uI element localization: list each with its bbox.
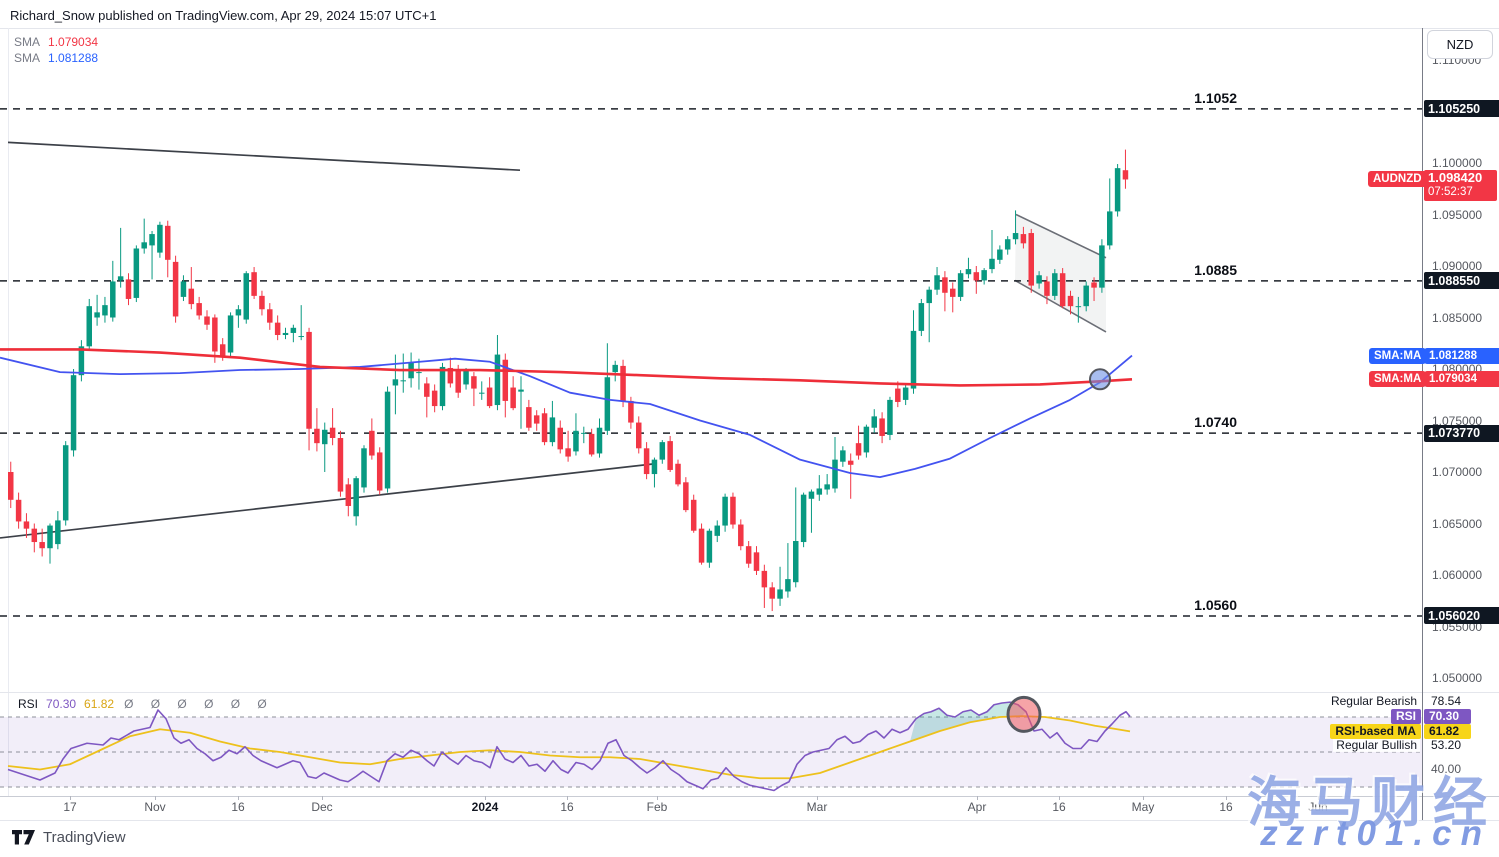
- price-axis-tick: 1.050000: [1432, 671, 1483, 685]
- attribution-text: Richard_Snow published on TradingView.co…: [10, 8, 437, 23]
- time-axis-label: Apr: [967, 800, 987, 814]
- price-axis-tick: 1.085000: [1432, 310, 1483, 325]
- rsi-axis-value: 78.54: [1431, 694, 1462, 709]
- time-axis-tickmark: [567, 796, 568, 800]
- time-axis-label: 16: [1052, 800, 1066, 814]
- watermark-url: zzrt01.cn: [1260, 814, 1491, 853]
- time-axis-tickmark: [1143, 796, 1144, 800]
- time-axis-label: Dec: [311, 800, 333, 814]
- time-axis-tickmark: [322, 796, 323, 800]
- time-axis-tickmark: [485, 796, 486, 800]
- rsi-axis-value: 53.20: [1431, 738, 1462, 753]
- time-axis-label: 16: [231, 800, 245, 814]
- pane-divider[interactable]: [0, 692, 1499, 693]
- rsi-axis-value: 40.00: [1431, 761, 1462, 776]
- sma-legend-row-fast[interactable]: SMA 1.079034: [14, 34, 98, 50]
- sma-fast-value: 1.079034: [48, 35, 99, 49]
- rsi-empty-values: Ø Ø Ø Ø Ø Ø: [124, 697, 274, 711]
- time-axis-label: Mar: [806, 800, 828, 814]
- price-axis-tick: 1.090000: [1432, 259, 1483, 273]
- tradingview-logo-text: TradingView: [43, 829, 126, 846]
- pane-left-border: [8, 28, 9, 796]
- last-price: 1.098420: [1428, 170, 1483, 186]
- rsi-ma-badge-value: 61.82: [1424, 723, 1471, 739]
- rsi-legend[interactable]: RSI 70.30 61.82 Ø Ø Ø Ø Ø Ø: [18, 697, 274, 711]
- rsi-value: 70.30: [46, 697, 77, 711]
- divergence-label: Regular Bearish: [1327, 694, 1420, 709]
- header-divider: [0, 28, 1499, 29]
- tradingview-logo[interactable]: TradingView: [12, 829, 126, 846]
- sma-label: SMA: [14, 51, 41, 65]
- symbol-badge: AUDNZD: [1368, 171, 1427, 188]
- price-axis-tick: 1.100000: [1432, 156, 1483, 170]
- last-price-badge: 1.098420 07:52:37: [1424, 170, 1497, 202]
- sma-slow-axis-value: 1.081288: [1424, 347, 1499, 364]
- time-axis-tickmark: [1318, 796, 1319, 800]
- rsi-ma-badge-label: RSI-based MA: [1330, 723, 1421, 739]
- rsi-badge-value: 70.30: [1424, 708, 1471, 724]
- sma-fast-axis-label: SMA:MA: [1369, 370, 1427, 387]
- sma-slow-axis-label: SMA:MA: [1369, 347, 1427, 364]
- watermark-cn: 海马财经: [1247, 773, 1495, 833]
- price-axis-tick: 1.095000: [1432, 207, 1483, 222]
- time-axis-label: 16: [560, 800, 574, 814]
- xaxis-divider: [0, 796, 1499, 797]
- sma-legend-row-slow[interactable]: SMA 1.081288: [14, 50, 98, 66]
- level-chart-label: 1.0740: [1194, 414, 1237, 431]
- currency-button[interactable]: NZD: [1427, 30, 1493, 59]
- time-axis-tickmark: [238, 796, 239, 800]
- time-axis-label: 16: [1219, 800, 1233, 814]
- level-price-badge: 1.088550: [1424, 272, 1499, 290]
- rsi-ma-value: 61.82: [84, 697, 115, 711]
- bar-countdown: 07:52:37: [1428, 186, 1473, 199]
- level-chart-label: 1.0885: [1194, 261, 1237, 278]
- time-axis-tickmark: [817, 796, 818, 800]
- level-price-badge: 1.056020: [1424, 607, 1499, 625]
- level-price-badge: 1.105250: [1424, 100, 1499, 118]
- tradingview-logo-icon: [12, 830, 35, 845]
- price-axis-tick: 1.065000: [1432, 516, 1483, 531]
- footer-divider: [0, 820, 1499, 821]
- divergence-label: Regular Bullish: [1333, 738, 1420, 753]
- rsi-label: RSI: [18, 697, 39, 711]
- time-axis-tickmark: [70, 796, 71, 800]
- price-axis-tick: 1.075000: [1432, 413, 1483, 428]
- price-axis-border[interactable]: [1422, 28, 1423, 820]
- time-axis-label: Jun: [1308, 800, 1328, 814]
- time-axis-label: Feb: [646, 800, 668, 814]
- rsi-badge-label: RSI: [1390, 708, 1421, 724]
- time-axis-tickmark: [155, 796, 156, 800]
- time-axis-label: 2024: [471, 800, 499, 814]
- time-axis-label: May: [1131, 800, 1155, 814]
- sma-fast-axis-value: 1.079034: [1424, 370, 1499, 387]
- time-axis-label: 17: [63, 800, 77, 814]
- time-axis-tickmark: [977, 796, 978, 800]
- level-price-badge: 1.073770: [1424, 424, 1499, 442]
- time-axis-tickmark: [1226, 796, 1227, 800]
- sma-legend: SMA 1.079034 SMA 1.081288: [14, 34, 98, 66]
- level-chart-label: 1.0560: [1194, 596, 1237, 613]
- time-axis-tickmark: [1059, 796, 1060, 800]
- price-axis-tick: 1.060000: [1432, 568, 1483, 582]
- sma-label: SMA: [14, 35, 41, 49]
- price-axis-tick: 1.070000: [1432, 465, 1483, 479]
- time-axis-label: Nov: [144, 800, 166, 814]
- time-axis-tickmark: [657, 796, 658, 800]
- sma-slow-value: 1.081288: [48, 51, 99, 65]
- level-chart-label: 1.1052: [1194, 89, 1237, 106]
